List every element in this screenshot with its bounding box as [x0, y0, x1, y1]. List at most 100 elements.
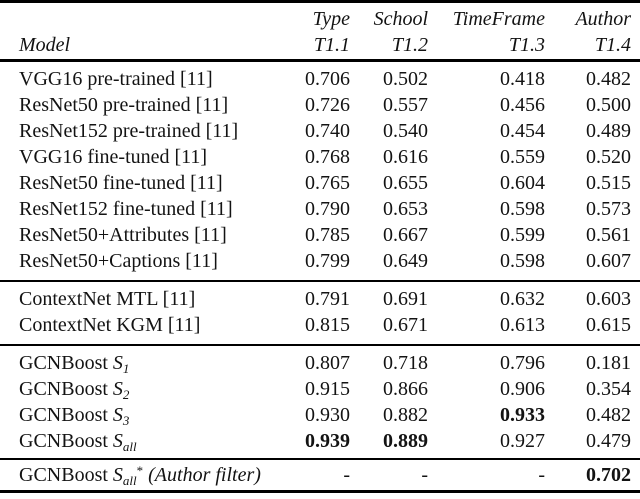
value-cell: 0.889: [383, 430, 428, 452]
bottom-rule: [0, 490, 640, 493]
table-row: GCNBoost S2 0.915 0.866 0.906 0.354: [0, 376, 640, 402]
model-subscript: all: [122, 473, 137, 488]
column-header-timeframe: TimeFrame: [452, 8, 545, 30]
task-label-t14: T1.4: [594, 34, 631, 56]
model-cell: ResNet50+Captions [11]: [0, 248, 280, 274]
model-name: VGG16 fine-tuned [11]: [19, 146, 208, 168]
value-cell: -: [538, 464, 545, 486]
table-row: GCNBoost S3 0.930 0.882 0.933 0.482: [0, 402, 640, 428]
value-cell: 0.915: [305, 378, 350, 400]
value-cell: 0.718: [383, 352, 428, 374]
model-name: ResNet152 fine-tuned [11]: [19, 198, 233, 220]
task-label-t13: T1.3: [508, 34, 545, 56]
model-subscript: 3: [122, 413, 130, 428]
value-cell: 0.598: [500, 250, 545, 272]
value-cell: 0.604: [500, 172, 545, 194]
group-contextnet: ContextNet MTL [11] 0.791 0.691 0.632 0.…: [0, 282, 640, 344]
model-subscript: 2: [122, 387, 130, 402]
model-name: ResNet152 pre-trained [11]: [19, 120, 239, 142]
table-row: ResNet50+Attributes [11] 0.785 0.667 0.5…: [0, 222, 640, 248]
value-cell: 0.667: [383, 224, 428, 246]
column-header-author: Author: [575, 8, 631, 30]
header-rule: [0, 59, 640, 62]
table-row: ContextNet MTL [11] 0.791 0.691 0.632 0.…: [0, 286, 640, 312]
model-cell: GCNBoost Sall* (Author filter): [0, 462, 280, 488]
model-cell: GCNBoost S2: [0, 376, 280, 402]
header-spacer: [0, 6, 280, 32]
value-cell: 0.559: [500, 146, 545, 168]
value-cell: 0.726: [305, 94, 350, 116]
value-cell: 0.791: [305, 288, 350, 310]
value-cell: 0.557: [383, 94, 428, 116]
model-variable: S: [112, 404, 123, 426]
group-author-filter: GCNBoost Sall* (Author filter) - - - 0.7…: [0, 460, 640, 490]
group-divider-rule: [0, 458, 640, 460]
header-row-tasks: Model T1.1 T1.2 T1.3 T1.4: [0, 32, 640, 58]
value-cell: 0.616: [383, 146, 428, 168]
model-cell: VGG16 pre-trained [11]: [0, 66, 280, 92]
table-row: ContextNet KGM [11] 0.815 0.671 0.613 0.…: [0, 312, 640, 338]
model-cell: ResNet50 fine-tuned [11]: [0, 170, 280, 196]
value-cell: 0.785: [305, 224, 350, 246]
value-cell: 0.502: [383, 68, 428, 90]
value-cell: 0.540: [383, 120, 428, 142]
group-divider-rule: [0, 280, 640, 282]
value-cell: 0.561: [586, 224, 631, 246]
value-cell: 0.906: [500, 378, 545, 400]
value-cell: 0.632: [500, 288, 545, 310]
column-header-type: Type: [312, 8, 350, 30]
value-cell: 0.354: [586, 378, 631, 400]
table-row: ResNet152 fine-tuned [11] 0.790 0.653 0.…: [0, 196, 640, 222]
value-cell: 0.790: [305, 198, 350, 220]
table-row: GCNBoost Sall* (Author filter) - - - 0.7…: [0, 462, 640, 488]
value-cell: 0.479: [586, 430, 631, 452]
model-name: GCNBoost: [19, 378, 113, 400]
table-row: GCNBoost Sall 0.939 0.889 0.927 0.479: [0, 428, 640, 454]
column-header-school: School: [373, 8, 428, 30]
model-variable: S: [112, 352, 123, 374]
value-cell: 0.482: [586, 404, 631, 426]
value-cell: -: [343, 464, 350, 486]
value-cell: 0.454: [500, 120, 545, 142]
value-cell: 0.603: [586, 288, 631, 310]
model-cell: GCNBoost S1: [0, 350, 280, 376]
model-name: ContextNet MTL [11]: [19, 288, 196, 310]
model-subscript: all: [122, 439, 137, 454]
value-cell: 0.796: [500, 352, 545, 374]
value-cell: 0.882: [383, 404, 428, 426]
value-cell: 0.933: [500, 404, 545, 426]
value-cell: -: [421, 464, 428, 486]
value-cell: 0.653: [383, 198, 428, 220]
model-name: GCNBoost: [19, 404, 113, 426]
model-name: GCNBoost: [19, 352, 113, 374]
value-cell: 0.599: [500, 224, 545, 246]
value-cell: 0.613: [500, 314, 545, 336]
value-cell: 0.815: [305, 314, 350, 336]
header-row-titles: Type School TimeFrame Author: [0, 6, 640, 32]
model-name: VGG16 pre-trained [11]: [19, 68, 213, 90]
value-cell: 0.706: [305, 68, 350, 90]
value-cell: 0.939: [305, 430, 350, 452]
model-note: (Author filter): [143, 464, 261, 486]
value-cell: 0.799: [305, 250, 350, 272]
value-cell: 0.615: [586, 314, 631, 336]
table-header: Type School TimeFrame Author Model T1.1 …: [0, 3, 640, 59]
value-cell: 0.691: [383, 288, 428, 310]
model-variable: S: [112, 378, 123, 400]
value-cell: 0.702: [586, 464, 631, 486]
model-name: ContextNet KGM [11]: [19, 314, 201, 336]
model-cell: ResNet50+Attributes [11]: [0, 222, 280, 248]
task-label-t11: T1.1: [313, 34, 350, 56]
table-row: VGG16 fine-tuned [11] 0.768 0.616 0.559 …: [0, 144, 640, 170]
value-cell: 0.740: [305, 120, 350, 142]
model-variable: S: [112, 464, 123, 486]
model-name: ResNet50+Captions [11]: [19, 250, 218, 272]
task-label-t12: T1.2: [391, 34, 428, 56]
value-cell: 0.927: [500, 430, 545, 452]
table-row: GCNBoost S1 0.807 0.718 0.796 0.181: [0, 350, 640, 376]
value-cell: 0.607: [586, 250, 631, 272]
model-cell: ContextNet KGM [11]: [0, 312, 280, 338]
model-cell: VGG16 fine-tuned [11]: [0, 144, 280, 170]
value-cell: 0.598: [500, 198, 545, 220]
